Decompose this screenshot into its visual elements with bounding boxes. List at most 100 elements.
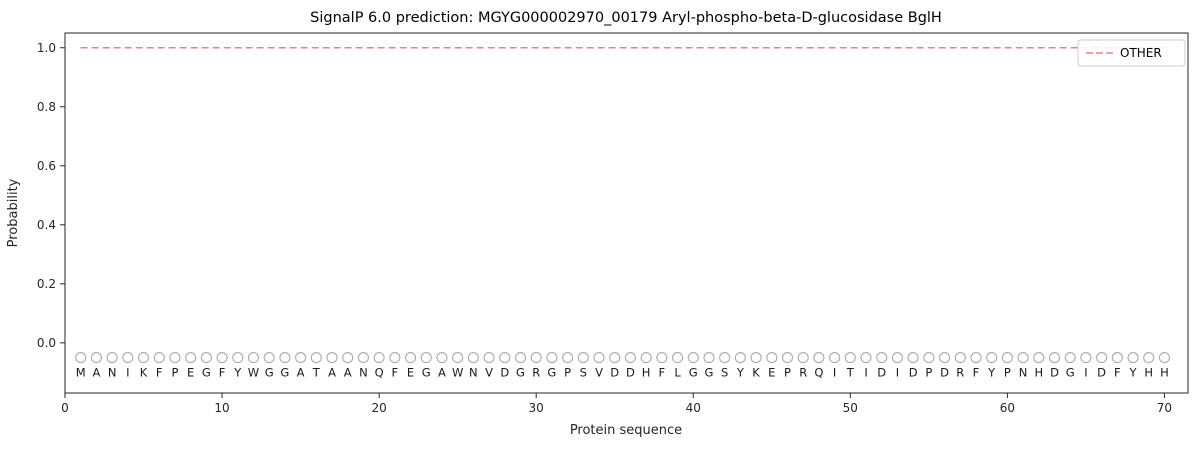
residue-letter: N xyxy=(469,366,478,380)
y-tick-label: 0.0 xyxy=(37,336,56,350)
residue-letter: A xyxy=(438,366,446,380)
chart-title: SignalP 6.0 prediction: MGYG000002970_00… xyxy=(310,10,942,26)
residue-letter: P xyxy=(1004,366,1011,380)
residue-marker xyxy=(90,352,102,364)
residue-letter: D xyxy=(877,366,886,380)
y-tick-label: 0.6 xyxy=(37,159,56,173)
residue-letter: A xyxy=(328,366,336,380)
residue-letter: P xyxy=(784,366,791,380)
residue-marker xyxy=(703,352,715,364)
residue-marker xyxy=(734,352,746,364)
residue-letter: T xyxy=(312,366,321,380)
residue-marker xyxy=(483,352,495,364)
residue-letter: S xyxy=(721,366,728,380)
residue-marker xyxy=(624,352,636,364)
residue-letter: A xyxy=(92,366,100,380)
residue-letter: H xyxy=(1160,366,1169,380)
residue-marker xyxy=(593,352,605,364)
legend-box xyxy=(1077,39,1186,67)
residue-letter: D xyxy=(909,366,918,380)
residue-marker xyxy=(797,352,809,364)
residue-letter: D xyxy=(626,366,635,380)
residue-marker xyxy=(656,352,668,364)
x-axis-label: Protein sequence xyxy=(570,423,682,438)
residue-marker xyxy=(1158,352,1170,364)
residue-letter: G xyxy=(689,366,698,380)
residue-marker xyxy=(891,352,903,364)
residue-marker xyxy=(499,352,511,364)
residue-marker xyxy=(169,352,181,364)
residue-letter: H xyxy=(1144,366,1153,380)
residue-letter: I xyxy=(1084,366,1087,380)
residue-marker xyxy=(1017,352,1029,364)
residue-marker xyxy=(939,352,951,364)
residue-marker xyxy=(514,352,527,364)
residue-marker xyxy=(1080,352,1092,364)
residue-letter: N xyxy=(1019,366,1028,380)
residue-marker xyxy=(1048,352,1061,364)
residue-marker xyxy=(263,352,275,364)
residue-marker xyxy=(954,352,966,364)
residue-letter: Q xyxy=(814,366,823,380)
y-axis-label: Probability xyxy=(6,178,21,247)
legend: OTHER xyxy=(1077,39,1186,67)
residue-letter: I xyxy=(833,366,836,380)
residue-letter: Y xyxy=(233,366,242,380)
residue-letter: E xyxy=(187,366,194,380)
residue-letter: I xyxy=(896,366,899,380)
residue-marker xyxy=(420,352,432,364)
plot-border xyxy=(64,32,1189,394)
residue-letter: G xyxy=(704,366,713,380)
residue-letter: W xyxy=(452,366,463,380)
residue-marker xyxy=(986,352,998,364)
residue-letter: R xyxy=(532,366,540,380)
residue-letter: A xyxy=(297,366,305,380)
residue-marker xyxy=(452,352,464,364)
residue-letter: D xyxy=(610,366,619,380)
residue-letter: H xyxy=(1034,366,1043,380)
residue-letter: I xyxy=(864,366,867,380)
residue-marker xyxy=(326,352,338,364)
residue-marker xyxy=(185,352,197,364)
residue-letter: Q xyxy=(375,366,384,380)
residue-marker xyxy=(295,352,307,364)
residue-letter: F xyxy=(659,366,666,380)
residue-letter: G xyxy=(422,366,431,380)
residue-letter: K xyxy=(140,366,148,380)
residue-marker xyxy=(671,352,684,364)
residue-marker xyxy=(1143,352,1155,364)
residue-marker xyxy=(923,352,935,364)
residue-marker xyxy=(1096,352,1108,364)
residue-marker xyxy=(609,352,621,364)
x-tick-label: 50 xyxy=(843,401,858,415)
residue-marker xyxy=(357,352,369,364)
residue-marker xyxy=(907,352,919,364)
residue-letter: D xyxy=(940,366,949,380)
residue-marker xyxy=(75,352,87,364)
residue-marker xyxy=(404,352,417,364)
residue-letter: Y xyxy=(736,366,745,380)
residue-letter: S xyxy=(580,366,587,380)
residue-marker xyxy=(216,352,228,364)
residue-letter: L xyxy=(674,366,681,380)
residue-letter: G xyxy=(280,366,289,380)
residue-letter: G xyxy=(1066,366,1075,380)
residue-letter: G xyxy=(516,366,525,380)
residue-marker xyxy=(687,352,699,364)
residue-marker xyxy=(106,352,118,364)
residue-letter: N xyxy=(359,366,368,380)
residue-letter: E xyxy=(407,366,414,380)
residue-marker xyxy=(247,352,260,364)
residue-letter: T xyxy=(846,366,855,380)
residue-letter: D xyxy=(1097,366,1106,380)
residue-marker xyxy=(279,352,291,364)
residue-letter: D xyxy=(1050,366,1059,380)
residue-letter: E xyxy=(768,366,775,380)
residue-marker xyxy=(1111,352,1123,364)
residue-marker xyxy=(1064,352,1076,364)
residue-letter: F xyxy=(392,366,399,380)
y-tick-label: 0.4 xyxy=(37,218,56,232)
residue-marker xyxy=(122,352,134,364)
y-tick-label: 1.0 xyxy=(37,41,56,55)
